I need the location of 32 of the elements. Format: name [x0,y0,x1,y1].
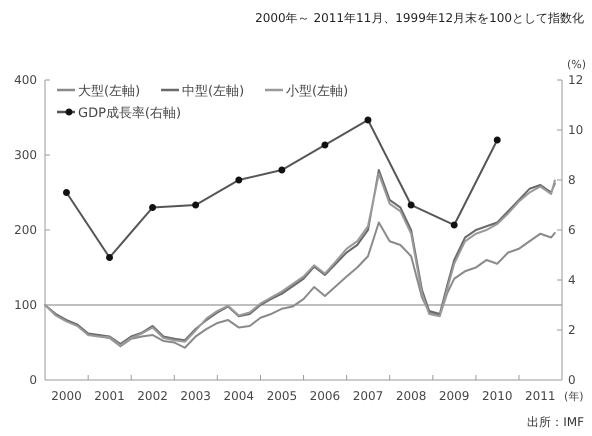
y2-tick-label: 8 [568,173,576,187]
x-tick-label: 2002 [137,389,168,403]
y2-tick-label: 6 [568,223,576,237]
x-tick-label: 2004 [224,389,254,403]
y2-tick-label: 0 [568,373,576,387]
chart-subtitle: 2000年～ 2011年11月、1999年12月末を100として指数化 [255,11,584,25]
y-tick-label: 0 [29,373,37,387]
legend-label: 大型(左軸) [78,84,140,99]
text: 出所：IMF [527,415,584,429]
x-tick-label: 2008 [396,389,426,403]
x-tick-label: 2010 [482,389,513,403]
x-tick-label: 2011 [525,389,556,403]
y-tick-label: 100 [14,298,37,312]
x-tick-label: 2006 [310,389,340,403]
x-tick-label: 2005 [266,389,298,403]
legend-label: 中型(左軸) [182,84,244,99]
x-axis-title: (年) [564,390,584,403]
x-tick-label: 2001 [94,389,125,403]
y2-tick-label: 12 [568,73,584,87]
y-tick-label: 300 [14,148,37,162]
legend-label: GDP成長率(右軸) [78,105,182,121]
x-tick-label: 2007 [352,389,384,403]
y-tick-label: 200 [14,223,37,237]
y2-tick-label: 2 [568,323,576,337]
legend-label: 小型(左軸) [286,84,348,99]
y-tick-label: 400 [14,73,37,87]
x-tick-label: 2003 [180,389,211,403]
y2-axis-title: (%) [566,58,586,71]
y2-tick-label: 10 [568,123,584,137]
x-tick-label: 2009 [438,389,470,403]
y2-tick-label: 4 [568,273,576,287]
x-tick-label: 2000 [51,389,82,403]
